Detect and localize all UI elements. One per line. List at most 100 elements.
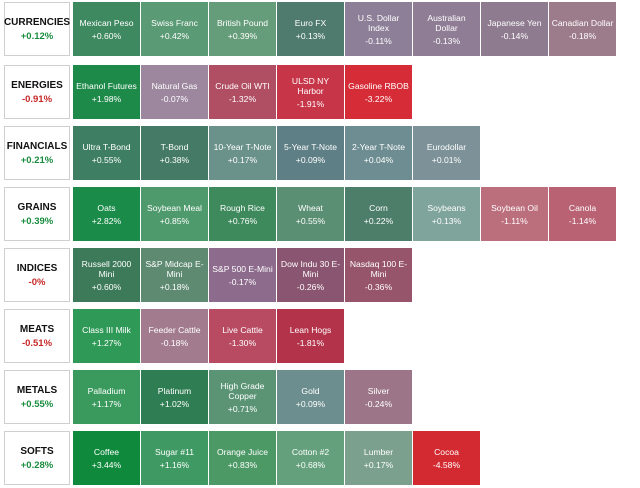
tile-change: +0.01%: [431, 154, 462, 165]
tile-change: +1.17%: [91, 398, 122, 409]
tile-orange-juice[interactable]: Orange Juice +0.83%: [209, 431, 276, 485]
tile-change: -1.30%: [228, 337, 257, 348]
sector-name: SOFTS: [20, 445, 54, 457]
tile-lumber[interactable]: Lumber +0.17%: [345, 431, 412, 485]
tile-lean-hogs[interactable]: Lean Hogs -1.81%: [277, 309, 344, 363]
tile-high-grade-copper[interactable]: High Grade Copper +0.71%: [209, 370, 276, 424]
tile-platinum[interactable]: Platinum +1.02%: [141, 370, 208, 424]
sector-change: -0.51%: [21, 337, 53, 349]
tile-mexican-peso[interactable]: Mexican Peso +0.60%: [73, 2, 140, 56]
tile-name: Wheat: [298, 202, 323, 213]
tile-corn[interactable]: Corn +0.22%: [345, 187, 412, 241]
tile-cocoa[interactable]: Cocoa -4.58%: [413, 431, 480, 485]
tile-name: Euro FX: [294, 17, 327, 28]
tile-japanese-yen[interactable]: Japanese Yen -0.14%: [481, 2, 548, 56]
tile-change: +0.09%: [295, 154, 326, 165]
tile-live-cattle[interactable]: Live Cattle -1.30%: [209, 309, 276, 363]
tile-t-bond[interactable]: T-Bond +0.38%: [141, 126, 208, 180]
tile-ulsd-ny-harbor[interactable]: ULSD NY Harbor -1.91%: [277, 65, 344, 119]
tile-australian-dollar[interactable]: Australian Dollar -0.13%: [413, 2, 480, 56]
tile-change: +0.42%: [159, 30, 190, 41]
tile-u-s-dollar-index[interactable]: U.S. Dollar Index -0.11%: [345, 2, 412, 56]
tile-soybean-meal[interactable]: Soybean Meal +0.85%: [141, 187, 208, 241]
sector-change: +0.12%: [20, 30, 54, 42]
tile-gold[interactable]: Gold +0.09%: [277, 370, 344, 424]
tile-wheat[interactable]: Wheat +0.55%: [277, 187, 344, 241]
tile-10-year-t-note[interactable]: 10-Year T-Note +0.17%: [209, 126, 276, 180]
tile-name: 10-Year T-Note: [213, 141, 272, 152]
tile-natural-gas[interactable]: Natural Gas -0.07%: [141, 65, 208, 119]
tile-change: +0.18%: [159, 281, 190, 292]
tile-name: 2-Year T-Note: [351, 141, 406, 152]
tile-change: -0.14%: [500, 30, 529, 41]
sector-label[interactable]: ENERGIES -0.91%: [4, 65, 70, 119]
tile-ultra-t-bond[interactable]: Ultra T-Bond +0.55%: [73, 126, 140, 180]
tile-silver[interactable]: Silver -0.24%: [345, 370, 412, 424]
sector-row-softs: SOFTS +0.28% Coffee +3.44% Sugar #11 +1.16% Or…: [4, 431, 622, 485]
tile-sugar-11[interactable]: Sugar #11 +1.16%: [141, 431, 208, 485]
tile-change: +0.76%: [227, 215, 258, 226]
sector-row-indices: INDICES -0% Russell 2000 Mini +0.60% S&P Mid…: [4, 248, 622, 302]
tile-name: U.S. Dollar Index: [357, 12, 400, 33]
tile-change: +0.85%: [159, 215, 190, 226]
tile-nasdaq-100-e-mini[interactable]: Nasdaq 100 E-Mini -0.36%: [345, 248, 412, 302]
sector-row-financials: FINANCIALS +0.21% Ultra T-Bond +0.55% T-Bond…: [4, 126, 622, 180]
sector-name: FINANCIALS: [6, 140, 68, 152]
tile-class-iii-milk[interactable]: Class III Milk +1.27%: [73, 309, 140, 363]
tile-rough-rice[interactable]: Rough Rice +0.76%: [209, 187, 276, 241]
tile-soybeans[interactable]: Soybeans +0.13%: [413, 187, 480, 241]
tile-soybean-oil[interactable]: Soybean Oil -1.11%: [481, 187, 548, 241]
tile-british-pound[interactable]: British Pound +0.39%: [209, 2, 276, 56]
tile-change: +0.17%: [363, 459, 394, 470]
tile-cotton-2[interactable]: Cotton #2 +0.68%: [277, 431, 344, 485]
tile-sandp-500-e-mini[interactable]: S&P 500 E-Mini -0.17%: [209, 248, 276, 302]
tile-name: Silver: [367, 385, 390, 396]
tile-crude-oil-wti[interactable]: Crude Oil WTI -1.32%: [209, 65, 276, 119]
tile-5-year-t-note[interactable]: 5-Year T-Note +0.09%: [277, 126, 344, 180]
tile-name: Mexican Peso: [79, 17, 134, 28]
tile-change: -0.24%: [364, 398, 393, 409]
tile-eurodollar[interactable]: Eurodollar +0.01%: [413, 126, 480, 180]
tile-change: -1.11%: [501, 215, 528, 226]
tile-change: +3.44%: [91, 459, 122, 470]
sector-name: INDICES: [16, 262, 58, 274]
sector-row-meats: MEATS -0.51% Class III Milk +1.27% Feeder Ca…: [4, 309, 622, 363]
sector-label[interactable]: SOFTS +0.28%: [4, 431, 70, 485]
tile-change: +0.60%: [91, 30, 122, 41]
tile-ethanol-futures[interactable]: Ethanol Futures +1.98%: [73, 65, 140, 119]
sector-row-currencies: CURRENCIES +0.12% Mexican Peso +0.60% Swiss …: [4, 2, 622, 56]
tile-coffee[interactable]: Coffee +3.44%: [73, 431, 140, 485]
tile-name: Lean Hogs: [289, 324, 332, 335]
tile-gasoline-rbob[interactable]: Gasoline RBOB -3.22%: [345, 65, 412, 119]
tile-dow-indu-30-e-mini[interactable]: Dow Indu 30 E-Mini -0.26%: [277, 248, 344, 302]
tile-oats[interactable]: Oats +2.82%: [73, 187, 140, 241]
sector-change: +0.21%: [20, 154, 54, 166]
sector-name: METALS: [16, 384, 58, 396]
sector-label[interactable]: INDICES -0%: [4, 248, 70, 302]
tile-change: -1.14%: [568, 215, 597, 226]
sector-label[interactable]: FINANCIALS +0.21%: [4, 126, 70, 180]
tile-change: +0.09%: [295, 398, 326, 409]
tile-sandp-midcap-e-mini[interactable]: S&P Midcap E-Mini +0.18%: [141, 248, 208, 302]
sector-label[interactable]: METALS +0.55%: [4, 370, 70, 424]
sector-label[interactable]: GRAINS +0.39%: [4, 187, 70, 241]
tile-name: Palladium: [87, 385, 126, 396]
tile-name: British Pound: [216, 17, 269, 28]
tile-swiss-franc[interactable]: Swiss Franc +0.42%: [141, 2, 208, 56]
tile-russell-2000-mini[interactable]: Russell 2000 Mini +0.60%: [73, 248, 140, 302]
sector-label[interactable]: CURRENCIES +0.12%: [4, 2, 70, 56]
tile-palladium[interactable]: Palladium +1.17%: [73, 370, 140, 424]
tile-name: Oats: [97, 202, 116, 213]
tile-change: +1.27%: [91, 337, 122, 348]
sector-label[interactable]: MEATS -0.51%: [4, 309, 70, 363]
sector-change: +0.39%: [20, 215, 54, 227]
tile-change: +0.55%: [91, 154, 122, 165]
tile-change: -4.58%: [432, 459, 461, 470]
tile-2-year-t-note[interactable]: 2-Year T-Note +0.04%: [345, 126, 412, 180]
tile-euro-fx[interactable]: Euro FX +0.13%: [277, 2, 344, 56]
tile-canadian-dollar[interactable]: Canadian Dollar -0.18%: [549, 2, 616, 56]
tile-name: Japanese Yen: [487, 17, 542, 28]
tile-feeder-cattle[interactable]: Feeder Cattle -0.18%: [141, 309, 208, 363]
tile-canola[interactable]: Canola -1.14%: [549, 187, 616, 241]
tile-name: Gold: [301, 385, 320, 396]
